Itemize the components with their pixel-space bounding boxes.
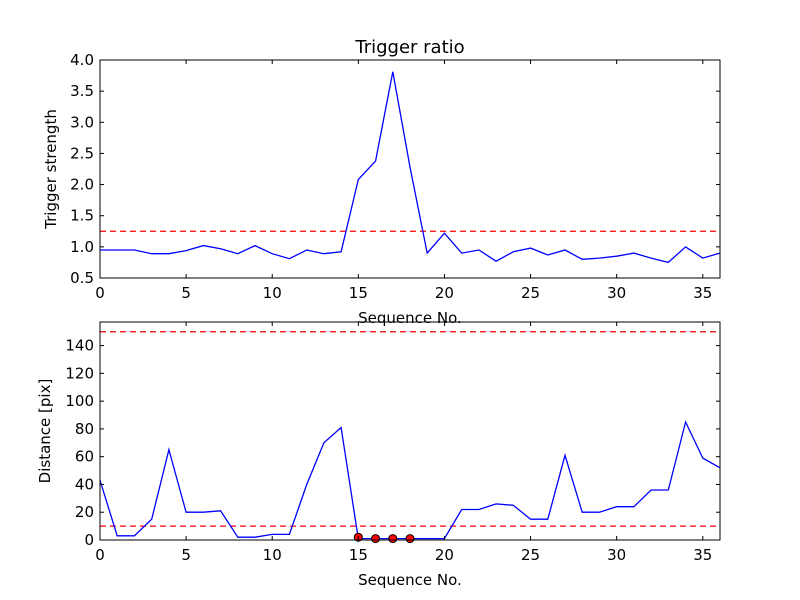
series-line [99,420,721,540]
data-point-marker [388,534,398,544]
axes-frame [99,321,721,541]
x-axis-label: Sequence No. [358,309,462,327]
y-tick-label: 120 [65,364,94,382]
x-tick-label: 10 [263,546,282,564]
tick-marks: 0 5 10 15 20 25 30 35 0 20 40 60 80 100 120 140 [65,322,720,564]
x-tick-label: 25 [521,546,540,564]
x-tick-label: 35 [693,546,712,564]
x-tick-label: 30 [607,284,626,302]
y-tick-label: 2.0 [70,176,94,194]
x-tick-label: 0 [95,284,105,302]
x-tick-label: 15 [349,284,368,302]
y-tick-label: 0.5 [70,269,94,287]
x-tick-label: 10 [263,284,282,302]
y-tick-label: 1.5 [70,207,94,225]
data-point-marker [405,534,415,544]
y-tick-label: 3.0 [70,113,94,131]
series-line [100,71,721,264]
trigger-ratio-chart: Trigger ratio 0 5 10 15 20 25 30 35 0.5 1.0 1.5 2.0… [42,37,721,327]
x-tick-label: 0 [95,546,105,564]
axes-frame [99,59,721,279]
y-tick-label: 4.0 [70,51,94,69]
distance-chart: 0 5 10 15 20 25 30 35 0 20 40 60 80 100 120 140 Sequenc… [36,321,721,589]
y-tick-label: 100 [65,392,94,410]
tick-marks: 0 5 10 15 20 25 30 35 0.5 1.0 1.5 2.0 2.5 3.0 3.5 4.0 [70,51,720,302]
plot-area [99,331,721,544]
x-tick-label: 15 [349,546,368,564]
data-point-marker [371,534,381,544]
x-tick-label: 20 [435,284,454,302]
x-tick-label: 5 [181,284,191,302]
x-tick-label: 30 [607,546,626,564]
y-tick-label: 40 [75,475,94,493]
chart-title: Trigger ratio [354,37,464,58]
x-tick-label: 20 [435,546,454,564]
plot-area [100,71,721,264]
y-tick-label: 60 [75,448,94,466]
x-tick-label: 35 [693,284,712,302]
y-tick-label: 140 [65,337,94,355]
y-axis-label: Distance [pix] [36,379,54,484]
y-axis-label: Trigger strength [42,109,60,230]
y-tick-label: 80 [75,420,94,438]
y-tick-label: 3.5 [70,82,94,100]
y-tick-label: 0 [84,531,94,549]
y-tick-label: 1.0 [70,238,94,256]
y-tick-label: 20 [75,503,94,521]
x-tick-label: 25 [521,284,540,302]
y-tick-label: 2.5 [70,144,94,162]
x-tick-label: 5 [181,546,191,564]
x-axis-label: Sequence No. [358,571,462,589]
